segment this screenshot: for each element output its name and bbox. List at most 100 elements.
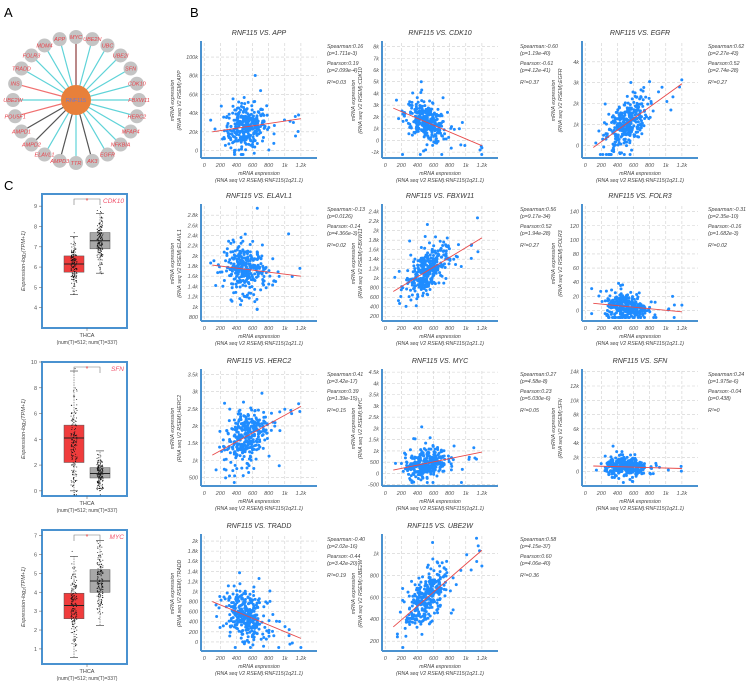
scatter-point [233, 153, 237, 157]
chart-title: RNF115 VS. FOLR3 [608, 193, 671, 200]
jitter-point [71, 643, 73, 645]
scatter-point [255, 257, 259, 261]
scatter-point [253, 272, 257, 276]
scatter-point [463, 143, 467, 147]
scatter-point [412, 260, 416, 264]
network-node [123, 124, 138, 139]
scatter-point [399, 294, 403, 298]
scatter-point [230, 299, 234, 303]
scatter-point [625, 140, 629, 144]
jitter-point [75, 475, 77, 477]
jitter-point [76, 440, 78, 442]
scatter-point [401, 469, 405, 473]
correlation-stat: Pearson:-0.61 [520, 61, 553, 67]
scatter-point [233, 249, 237, 253]
jitter-point [70, 591, 72, 593]
jitter-point [71, 278, 73, 280]
network-node [14, 61, 29, 76]
scatter-point [250, 118, 254, 122]
scatter-point [416, 588, 420, 592]
jitter-point [97, 246, 99, 248]
scatter-point [262, 614, 266, 618]
jitter-point [98, 470, 100, 472]
jitter-point [76, 409, 78, 411]
scatter-point [258, 438, 262, 442]
jitter-point [101, 229, 103, 231]
jitter-point [72, 255, 74, 257]
jitter-point [71, 451, 73, 453]
scatter-point [296, 129, 300, 133]
scatter-point [435, 579, 439, 583]
scatter-point [235, 467, 239, 471]
jitter-point [75, 592, 77, 594]
scatter-point [411, 270, 415, 274]
scatter-point [634, 111, 638, 115]
jitter-point [99, 494, 101, 496]
scatter-point [626, 315, 630, 319]
scatter-point [414, 284, 418, 288]
scatter-point [423, 255, 427, 259]
scatter-point [447, 460, 451, 464]
scatter-point [231, 238, 235, 242]
scatter-point [433, 447, 437, 451]
jitter-point [74, 638, 76, 640]
scatter-point [441, 249, 445, 253]
jitter-point [99, 263, 101, 265]
scatter-point [432, 468, 436, 472]
scatter-point [612, 471, 616, 475]
scatter-point [215, 614, 219, 618]
scatter-point [240, 259, 244, 263]
network-node-label: AMPD1 [11, 130, 31, 136]
scatter-point [233, 646, 237, 650]
jitter-point [70, 255, 72, 257]
x-tick-label: 1.2k [477, 326, 488, 332]
regression-line [593, 302, 682, 313]
jitter-point [71, 274, 73, 276]
scatter-point [624, 144, 628, 148]
scatter-point [627, 310, 631, 314]
scatter-point [253, 409, 257, 413]
scatter-point [442, 240, 446, 244]
scatter-point [399, 461, 403, 465]
scatter-point [633, 453, 637, 457]
scatter-point [252, 433, 256, 437]
scatter-point [230, 286, 234, 290]
scatter-point [410, 617, 414, 621]
network-node-label: APP [53, 37, 65, 43]
jitter-point [74, 613, 76, 615]
scatter-point [401, 119, 405, 123]
jitter-point [102, 254, 104, 256]
scatter-point [405, 460, 409, 464]
scatter-point [252, 413, 256, 417]
network-center-label: RNF115 [66, 98, 86, 104]
scatter-point [424, 448, 428, 452]
scatter-point [599, 289, 603, 293]
jitter-point [97, 600, 99, 602]
jitter-point [100, 217, 102, 219]
scatter-point [420, 88, 424, 92]
jitter-point [100, 225, 102, 227]
jitter-point [70, 595, 72, 597]
scatter-point [243, 262, 247, 266]
scatter-point [607, 305, 611, 309]
jitter-point [76, 598, 78, 600]
y-tick-label: 2.5k [187, 407, 199, 413]
jitter-point [73, 415, 75, 417]
jitter-point [74, 473, 76, 475]
network-node [132, 93, 146, 107]
scatter-point [298, 266, 302, 270]
network-node-label: UBE2W [3, 98, 23, 104]
scatter-point [240, 597, 244, 601]
jitter-point [101, 247, 103, 249]
jitter-point [73, 432, 75, 434]
jitter-point [75, 290, 77, 292]
x-tick-label: 1k [463, 163, 469, 169]
scatter-point [619, 142, 623, 146]
scatter-point [639, 303, 643, 307]
scatter-point [426, 293, 430, 297]
scatter-point [230, 445, 234, 449]
scatter-point [243, 270, 247, 274]
y-axis-label-line: (RNA seq V2 RSEM):EGFR [558, 68, 564, 132]
y-tick-label: 1.8k [188, 549, 199, 555]
scatter-point [438, 604, 442, 608]
